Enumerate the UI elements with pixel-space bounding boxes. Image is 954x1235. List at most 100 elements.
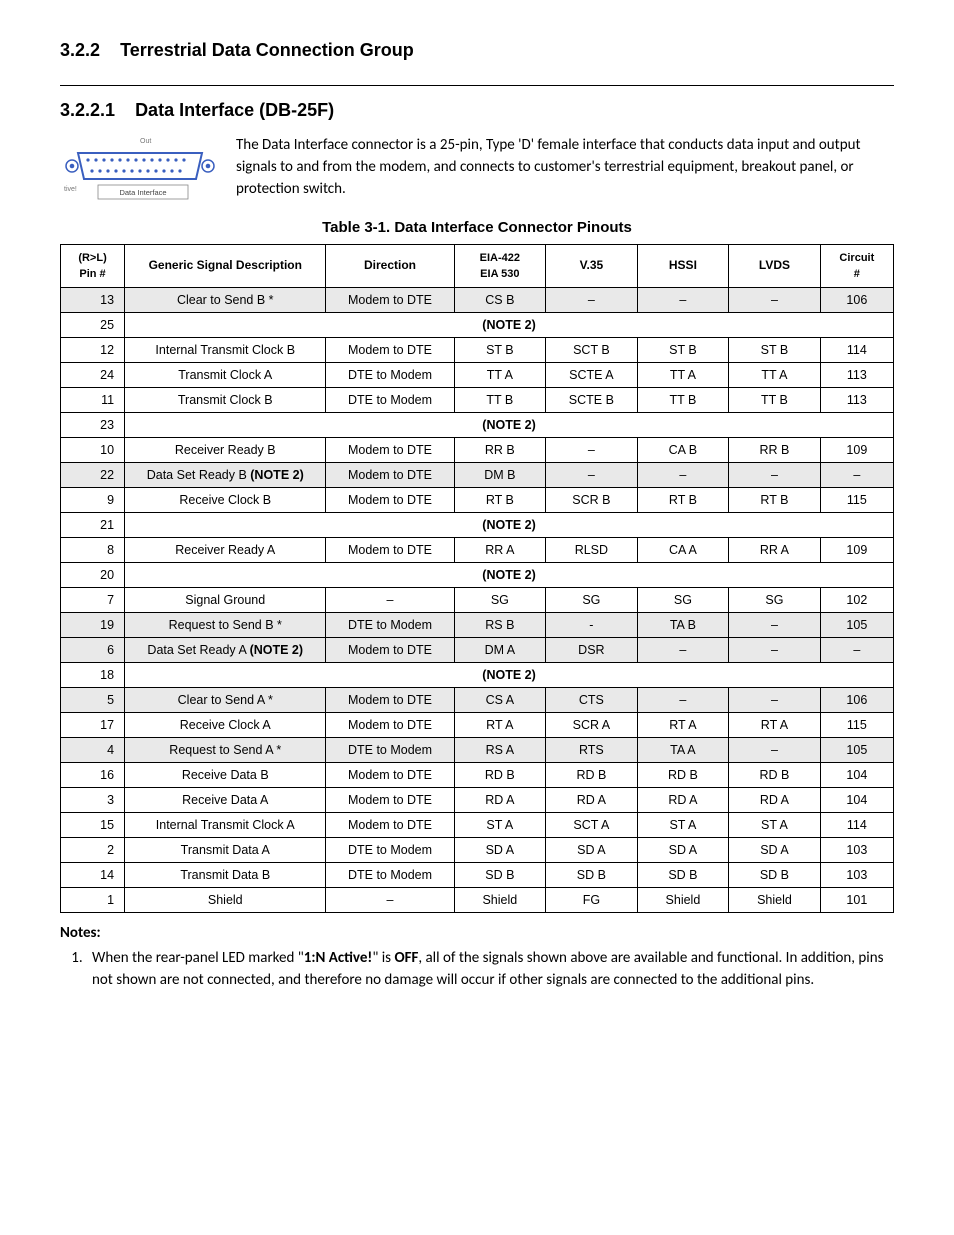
cell-dir: Modem to DTE xyxy=(326,537,454,562)
cell-dir: Modem to DTE xyxy=(326,687,454,712)
cell-hssi: ST B xyxy=(637,337,729,362)
cell-circ: 113 xyxy=(820,387,893,412)
cell-eia: TT A xyxy=(454,362,546,387)
table-row: 9Receive Clock BModem to DTERT BSCR BRT … xyxy=(61,487,894,512)
cell-desc: Request to Send B * xyxy=(125,612,326,637)
cell-pin: 10 xyxy=(61,437,125,462)
cell-v35: SCTE B xyxy=(546,387,638,412)
table-row: 14Transmit Data BDTE to ModemSD BSD BSD … xyxy=(61,862,894,887)
col-hssi: HSSI xyxy=(637,245,729,288)
col-dir: Direction xyxy=(326,245,454,288)
cell-lvds: – xyxy=(729,737,821,762)
cell-circ: – xyxy=(820,462,893,487)
cell-pin: 4 xyxy=(61,737,125,762)
cell-v35: SCT A xyxy=(546,812,638,837)
col-eia: EIA-422EIA 530 xyxy=(454,245,546,288)
table-row: 11Transmit Clock BDTE to ModemTT BSCTE B… xyxy=(61,387,894,412)
table-row: 20(NOTE 2) xyxy=(61,562,894,587)
cell-lvds: RT A xyxy=(729,712,821,737)
cell-pin: 12 xyxy=(61,337,125,362)
cell-hssi: TA B xyxy=(637,612,729,637)
cell-hssi: TA A xyxy=(637,737,729,762)
cell-lvds: Shield xyxy=(729,887,821,912)
cell-desc: Receiver Ready B xyxy=(125,437,326,462)
notes-block: Notes: When the rear-panel LED marked "1… xyxy=(60,923,894,992)
cell-lvds: RT B xyxy=(729,487,821,512)
cell-dir: Modem to DTE xyxy=(326,787,454,812)
cell-eia: TT B xyxy=(454,387,546,412)
cell-hssi: RD B xyxy=(637,762,729,787)
cell-v35: SCT B xyxy=(546,337,638,362)
cell-desc: Data Set Ready B (NOTE 2) xyxy=(125,462,326,487)
cell-pin: 24 xyxy=(61,362,125,387)
cell-pin: 14 xyxy=(61,862,125,887)
cell-lvds: SG xyxy=(729,587,821,612)
cell-v35: – xyxy=(546,437,638,462)
cell-dir: DTE to Modem xyxy=(326,612,454,637)
cell-lvds: RR A xyxy=(729,537,821,562)
cell-hssi: – xyxy=(637,687,729,712)
cell-eia: SD B xyxy=(454,862,546,887)
cell-v35: RTS xyxy=(546,737,638,762)
cell-pin: 18 xyxy=(61,662,125,687)
cell-pin: 23 xyxy=(61,412,125,437)
cell-eia: Shield xyxy=(454,887,546,912)
table-row: 19Request to Send B *DTE to ModemRS B-TA… xyxy=(61,612,894,637)
cell-desc: Data Set Ready A (NOTE 2) xyxy=(125,637,326,662)
cell-eia: DM B xyxy=(454,462,546,487)
subsection-number: 3.2.2.1 xyxy=(60,100,115,120)
cell-dir: Modem to DTE xyxy=(326,812,454,837)
cell-v35: SG xyxy=(546,587,638,612)
table-row: 1Shield–ShieldFGShieldShield101 xyxy=(61,887,894,912)
cell-lvds: – xyxy=(729,637,821,662)
cell-lvds: RD A xyxy=(729,787,821,812)
cell-dir: Modem to DTE xyxy=(326,487,454,512)
cell-pin: 13 xyxy=(61,287,125,312)
table-row: 25(NOTE 2) xyxy=(61,312,894,337)
cell-eia: CS B xyxy=(454,287,546,312)
cell-desc: Transmit Data A xyxy=(125,837,326,862)
cell-circ: 104 xyxy=(820,762,893,787)
cell-hssi: TT A xyxy=(637,362,729,387)
cell-eia: RT B xyxy=(454,487,546,512)
note-item-1: When the rear-panel LED marked "1:N Acti… xyxy=(86,948,894,992)
table-row: 6Data Set Ready A (NOTE 2)Modem to DTEDM… xyxy=(61,637,894,662)
cell-pin: 2 xyxy=(61,837,125,862)
cell-dir: – xyxy=(326,887,454,912)
cell-lvds: RR B xyxy=(729,437,821,462)
cell-dir: DTE to Modem xyxy=(326,862,454,887)
cell-note-span: (NOTE 2) xyxy=(125,312,894,337)
cell-pin: 17 xyxy=(61,712,125,737)
cell-eia: RT A xyxy=(454,712,546,737)
cell-note-span: (NOTE 2) xyxy=(125,662,894,687)
cell-pin: 19 xyxy=(61,612,125,637)
cell-v35: – xyxy=(546,287,638,312)
cell-eia: RD A xyxy=(454,787,546,812)
subsection-title-text: Data Interface (DB-25F) xyxy=(135,100,334,120)
cell-circ: 103 xyxy=(820,837,893,862)
cell-lvds: – xyxy=(729,287,821,312)
table-row: 8Receiver Ready AModem to DTERR ARLSDCA … xyxy=(61,537,894,562)
cell-desc: Signal Ground xyxy=(125,587,326,612)
table-header-row: (R>L)Pin # Generic Signal Description Di… xyxy=(61,245,894,288)
cell-pin: 15 xyxy=(61,812,125,837)
cell-v35: SD B xyxy=(546,862,638,887)
fig-left-label: tive! xyxy=(64,186,77,193)
table-row: 18(NOTE 2) xyxy=(61,662,894,687)
section-heading: 3.2.2 Terrestrial Data Connection Group xyxy=(60,40,894,61)
notes-heading: Notes: xyxy=(60,924,101,942)
cell-hssi: – xyxy=(637,462,729,487)
table-row: 4Request to Send A *DTE to ModemRS ARTST… xyxy=(61,737,894,762)
cell-circ: 113 xyxy=(820,362,893,387)
cell-v35: DSR xyxy=(546,637,638,662)
cell-hssi: CA B xyxy=(637,437,729,462)
col-desc: Generic Signal Description xyxy=(125,245,326,288)
cell-pin: 8 xyxy=(61,537,125,562)
cell-eia: RR B xyxy=(454,437,546,462)
cell-hssi: Shield xyxy=(637,887,729,912)
cell-circ: 101 xyxy=(820,887,893,912)
cell-eia: RS A xyxy=(454,737,546,762)
cell-circ: 106 xyxy=(820,287,893,312)
cell-dir: DTE to Modem xyxy=(326,387,454,412)
cell-circ: 105 xyxy=(820,737,893,762)
